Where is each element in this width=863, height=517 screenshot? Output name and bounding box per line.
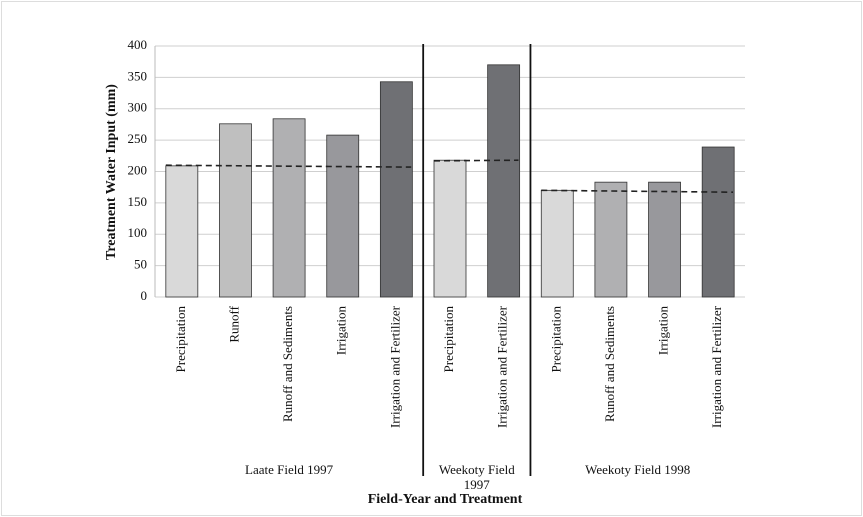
bar bbox=[433, 159, 467, 298]
x-tick-label: Irrigation and Fertilizer bbox=[495, 305, 510, 428]
group-label-box: Laate Field 1997 bbox=[245, 462, 334, 477]
y-tick-label: 50 bbox=[134, 257, 147, 272]
group-label-box: Weekoty Field 1998 bbox=[585, 462, 691, 477]
group-label: Laate Field 1997 bbox=[245, 462, 334, 477]
group-label: Weekoty Field 1998 bbox=[585, 462, 691, 477]
y-tick-label: 350 bbox=[128, 68, 148, 83]
x-tick-label: Runoff and Sediments bbox=[280, 306, 295, 422]
y-tick-label: 250 bbox=[128, 131, 148, 146]
bar bbox=[165, 165, 199, 298]
bar bbox=[379, 81, 413, 298]
bar bbox=[701, 146, 735, 298]
bar bbox=[648, 181, 681, 298]
reference-line bbox=[541, 189, 734, 194]
bar bbox=[272, 118, 306, 298]
x-tick-label: Precipitation bbox=[441, 306, 456, 373]
bar bbox=[487, 64, 521, 298]
x-tick-label: Irrigation and Fertilizer bbox=[709, 305, 724, 428]
bar bbox=[594, 181, 628, 298]
reference-line bbox=[433, 159, 519, 162]
y-tick-label: 200 bbox=[128, 162, 148, 177]
group-label: Weekoty Field 1997 bbox=[438, 462, 515, 492]
x-tick-label: Precipitation bbox=[548, 306, 563, 373]
y-tick-label: 150 bbox=[128, 194, 148, 209]
x-tick-label: Irrigation bbox=[334, 306, 349, 356]
y-tick-label: 0 bbox=[141, 288, 148, 303]
reference-line bbox=[165, 164, 412, 168]
x-tick-label: Irrigation and Fertilizer bbox=[387, 305, 402, 428]
group-label-box: Weekoty Field 1997 bbox=[438, 462, 515, 492]
y-tick-label: 400 bbox=[128, 37, 148, 52]
x-axis-title: Field-Year and Treatment bbox=[368, 492, 523, 507]
bar bbox=[219, 123, 252, 298]
x-tick-label: Runoff bbox=[226, 305, 241, 342]
x-tick-label: Runoff and Sediments bbox=[602, 306, 617, 422]
bar bbox=[540, 189, 574, 298]
y-tick-label: 100 bbox=[128, 225, 148, 240]
y-tick-label: 300 bbox=[128, 100, 148, 115]
y-axis-title: Treatment Water Input (mm) bbox=[104, 84, 119, 260]
x-tick-label: Precipitation bbox=[173, 306, 188, 373]
x-tick-label: Irrigation bbox=[656, 306, 671, 356]
bar bbox=[326, 134, 360, 298]
